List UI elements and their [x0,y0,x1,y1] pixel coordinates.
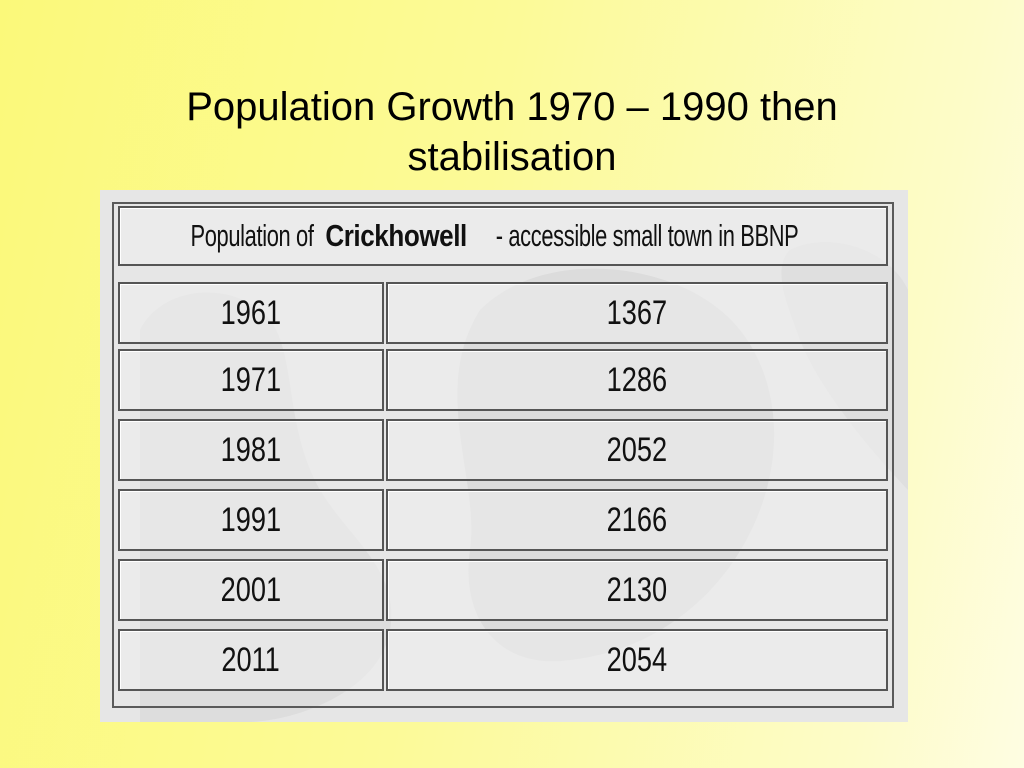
population-value: 2054 [606,640,668,679]
year-value: 2001 [220,570,282,609]
year-cell: 1981 [118,419,384,481]
year-value: 1961 [220,293,282,332]
population-value: 2052 [606,430,668,469]
table-frame [112,202,894,708]
population-value: 1286 [606,360,668,399]
population-value: 1367 [606,293,668,332]
year-value: 1981 [220,430,282,469]
year-cell: 1961 [118,282,384,344]
year-cell: 2001 [118,559,384,621]
population-cell: 1367 [386,282,888,344]
slide-title: Population Growth 1970 – 1990 then stabi… [186,85,838,179]
year-value: 1971 [220,360,282,399]
year-value: 1991 [220,500,282,539]
year-value: 2011 [221,640,281,679]
population-table-image: Population of Crickhowell - accessible s… [100,190,908,722]
caption-town: Crickhowell [325,218,467,253]
population-cell: 2130 [386,559,888,621]
population-cell: 1286 [386,349,888,411]
table-caption: Population of Crickhowell - accessible s… [118,206,888,266]
year-cell: 1991 [118,489,384,551]
population-value: 2166 [606,500,668,539]
population-cell: 2166 [386,489,888,551]
year-cell: 1971 [118,349,384,411]
population-cell: 2052 [386,419,888,481]
year-cell: 2011 [118,629,384,691]
population-cell: 2054 [386,629,888,691]
population-value: 2130 [606,570,668,609]
caption-prefix: Population of [190,218,314,253]
caption-suffix: - accessible small town in BBNP [495,218,799,253]
